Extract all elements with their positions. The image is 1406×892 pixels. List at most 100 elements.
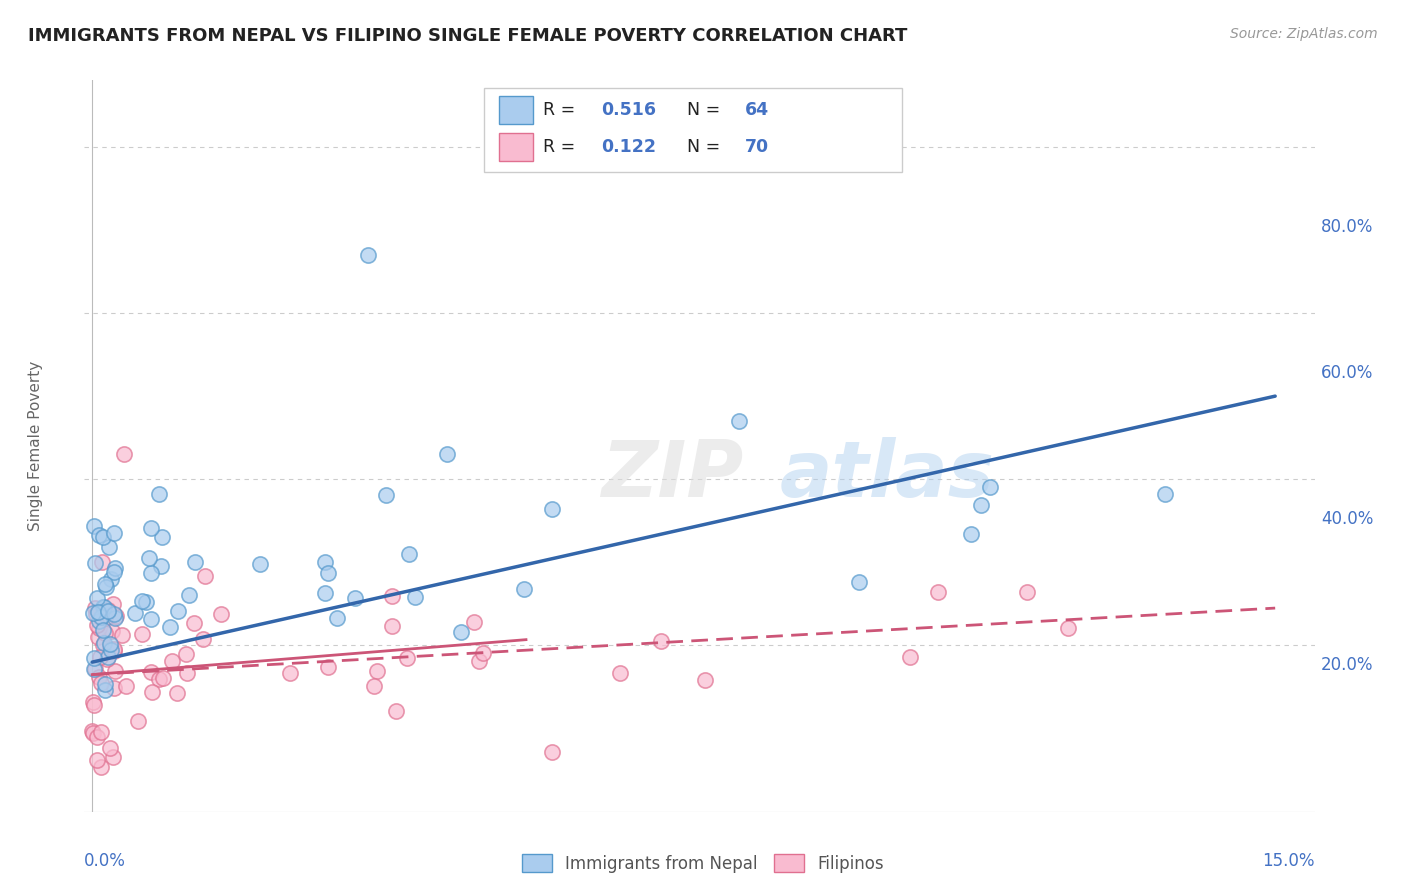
Point: [127, 714, 149, 728]
Point: [1056, 621, 1078, 635]
Point: [385, 704, 408, 718]
Point: [374, 488, 396, 502]
Point: [184, 555, 207, 569]
Point: [93, 576, 115, 591]
Legend: Immigrants from Nepal, Filipinos: Immigrants from Nepal, Filipinos: [515, 847, 891, 880]
Point: [89, 610, 111, 624]
Point: [138, 551, 160, 566]
Point: [343, 591, 366, 605]
Point: [93, 625, 115, 640]
Point: [278, 665, 301, 680]
Point: [979, 479, 1001, 493]
Point: [139, 566, 162, 580]
Point: [90, 609, 112, 624]
Text: 80.0%: 80.0%: [1320, 218, 1374, 235]
Point: [316, 660, 339, 674]
Point: [513, 582, 536, 597]
Point: [84, 556, 107, 570]
Point: [91, 600, 114, 615]
Point: [103, 525, 125, 540]
Point: [84, 601, 107, 615]
Point: [103, 681, 125, 696]
Point: [152, 672, 174, 686]
Text: 0.122: 0.122: [602, 138, 657, 156]
Point: [211, 607, 233, 621]
Point: [91, 623, 114, 637]
Point: [162, 654, 184, 668]
Point: [463, 615, 485, 630]
Point: [101, 624, 124, 639]
Point: [87, 630, 110, 644]
Bar: [499, 133, 533, 161]
Text: Source: ZipAtlas.com: Source: ZipAtlas.com: [1230, 27, 1378, 41]
Point: [148, 486, 170, 500]
Point: [90, 724, 112, 739]
Point: [650, 633, 672, 648]
Text: 15.0%: 15.0%: [1263, 852, 1315, 870]
Point: [100, 642, 122, 657]
Point: [969, 498, 991, 512]
Point: [97, 604, 120, 618]
Text: N =: N =: [688, 138, 725, 156]
Point: [97, 603, 120, 617]
Point: [404, 590, 426, 604]
Point: [96, 651, 118, 665]
Text: 40.0%: 40.0%: [1320, 510, 1374, 528]
Point: [139, 665, 162, 680]
Point: [316, 566, 339, 580]
Point: [249, 558, 271, 572]
Point: [396, 651, 419, 665]
Text: 0.516: 0.516: [602, 102, 657, 120]
Point: [193, 632, 215, 646]
Text: IMMIGRANTS FROM NEPAL VS FILIPINO SINGLE FEMALE POVERTY CORRELATION CHART: IMMIGRANTS FROM NEPAL VS FILIPINO SINGLE…: [28, 27, 907, 45]
Point: [87, 527, 110, 541]
Point: [326, 611, 349, 625]
Point: [84, 607, 107, 621]
Point: [167, 604, 190, 618]
Point: [159, 620, 181, 634]
Text: 60.0%: 60.0%: [1320, 364, 1374, 382]
Text: R =: R =: [543, 102, 581, 120]
Text: ZIP: ZIP: [602, 437, 744, 513]
Point: [89, 650, 111, 665]
Point: [90, 675, 112, 690]
Point: [94, 677, 117, 691]
Point: [96, 580, 118, 594]
Point: [101, 749, 124, 764]
Text: R =: R =: [543, 138, 581, 156]
Point: [472, 646, 495, 660]
Point: [100, 643, 122, 657]
Point: [848, 575, 870, 590]
Point: [86, 753, 108, 767]
Point: [103, 664, 125, 678]
Point: [93, 600, 115, 615]
Point: [609, 665, 631, 680]
Point: [468, 654, 491, 668]
Text: 70: 70: [745, 138, 769, 156]
Point: [103, 565, 125, 579]
Point: [84, 662, 107, 676]
Point: [103, 642, 125, 657]
Point: [104, 611, 127, 625]
Point: [83, 519, 105, 533]
Point: [86, 618, 108, 632]
Point: [82, 726, 104, 740]
Point: [177, 587, 200, 601]
Point: [82, 607, 104, 621]
Point: [86, 591, 108, 606]
Point: [398, 548, 420, 562]
Point: [135, 595, 157, 609]
Text: 20.0%: 20.0%: [1320, 657, 1374, 674]
Point: [366, 664, 388, 678]
Point: [82, 723, 104, 738]
Point: [111, 627, 134, 641]
Point: [381, 618, 404, 632]
Point: [150, 530, 173, 544]
Point: [898, 650, 921, 665]
Point: [91, 555, 114, 569]
Point: [183, 615, 205, 630]
Point: [98, 541, 121, 555]
Point: [104, 609, 127, 624]
Point: [541, 501, 564, 516]
Point: [357, 248, 380, 262]
